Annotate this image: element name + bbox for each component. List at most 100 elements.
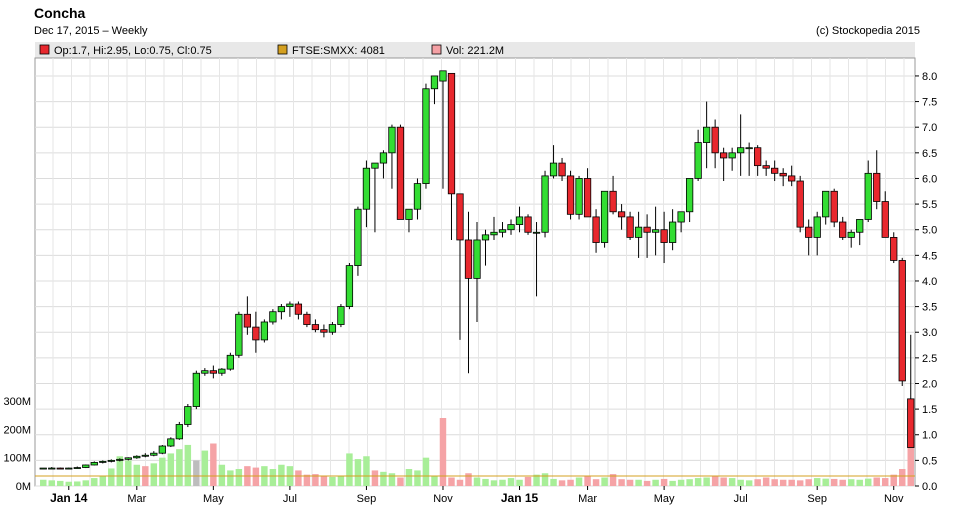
price-tick-label: 7.5 [922,97,937,109]
candle-up [345,265,354,307]
volume-bar [728,478,736,486]
volume-bar [439,418,447,486]
volume-bar [150,463,158,486]
candle-up [39,467,47,470]
legend: Op:1.7, Hi:2.95, Lo:0.75, Cl:0.75 FTSE:SM… [39,44,504,57]
volume-bar [125,460,132,486]
candle-up [490,231,498,236]
volume-bar [788,479,795,486]
candle-up [124,457,132,460]
candle-down [796,180,804,228]
volume-bar [278,464,285,486]
volume-bar [694,478,702,486]
volume-bar [626,479,634,486]
candle-up [728,152,736,159]
volume-bar [754,479,761,486]
candle-up [575,178,583,215]
volume-bar [847,479,855,486]
candle-up [439,70,447,82]
candle-up [651,229,660,233]
legend-swatch [39,44,50,55]
candle-up [702,126,711,143]
candle-up [218,368,226,374]
candle-up [541,175,549,233]
volume-bar [779,479,787,486]
candle-up [668,221,677,243]
candle-up [864,172,872,220]
candle-down [907,398,915,448]
volume-bar [524,476,532,486]
volume-bar [397,477,404,486]
candle-up [507,224,515,231]
volume-bar [133,464,141,486]
volume-bar [159,457,166,486]
volume-bar [218,464,226,486]
volume-bar [533,474,540,486]
candle-up [175,424,183,440]
candle-up [430,75,439,90]
volume-bar [227,470,234,486]
volume-bar [354,459,362,486]
volume-bar [677,479,685,486]
volume-bar [184,444,192,486]
price-tick-label: 0.0 [922,481,937,493]
volume-bar [813,478,821,486]
candle-up [65,467,73,470]
candle-down [788,175,796,182]
volume-bar [762,477,770,486]
candle-up [90,462,98,466]
candle-up [405,208,413,220]
candle-down [771,167,779,174]
volume-bar [490,480,498,486]
candle-down [626,216,634,238]
candle-up [167,438,175,447]
candle-down [320,329,328,333]
candle-up [192,372,200,407]
candle-down [209,370,217,374]
candle-up [813,216,821,238]
candle-down [396,126,405,220]
volume-bar [660,478,668,486]
candle-down [447,72,456,195]
candle-down [643,226,651,233]
candle-up [515,216,524,225]
price-tick-label: 0.5 [922,455,937,467]
volume-bar [295,470,302,486]
volume-tick-label: 100M [3,453,31,465]
volume-bar [618,479,625,486]
volume-bar [371,470,379,486]
candle-down [898,260,906,382]
volume-bar [465,473,472,486]
candle-up [158,445,166,454]
candle-up [677,211,685,223]
volume-bar [584,476,591,486]
volume-bar [882,478,889,486]
volume-bar [99,476,107,486]
volume-bar [907,423,914,486]
volume-bar [873,477,880,486]
candle-down [881,201,889,238]
volume-bar [711,476,719,486]
legend-swatch [431,44,442,55]
volume-bar [864,478,872,486]
candle-up [99,460,107,463]
candle-up [328,324,337,333]
volume-bar [363,456,370,486]
volume-bar [346,453,353,486]
copyright-text: (c) Stockopedia 2015 [816,25,920,37]
candle-down [56,467,64,470]
volume-bar [57,480,64,486]
candle-down [890,237,898,261]
candle-down [243,313,252,328]
legend-swatch [277,44,288,55]
volume-bar [65,481,72,486]
candle-down [583,178,592,218]
candle-down [839,221,847,238]
date-tick-label: Nov [884,493,904,505]
volume-bar [108,468,115,486]
candle-up [269,311,277,323]
volume-bar [235,469,243,486]
volume-bar [609,474,617,486]
legend-label: FTSE:SMXX: 4081 [292,45,385,57]
volume-bar [482,478,489,486]
